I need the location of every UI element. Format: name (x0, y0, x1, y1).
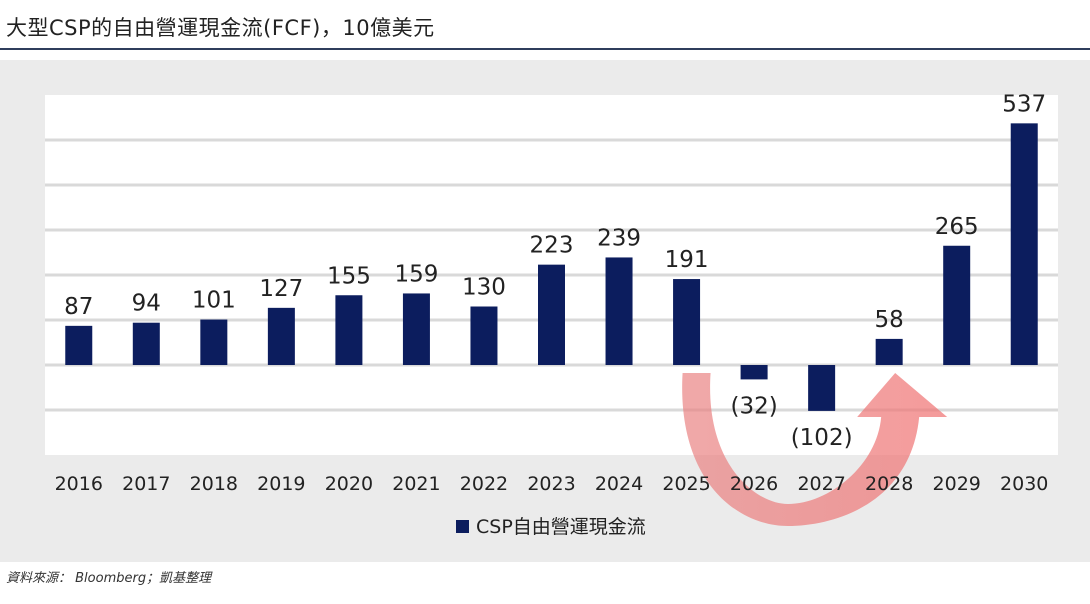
chart-title: 大型CSP的自由營運現金流(FCF)，10億美元 (6, 16, 435, 40)
data-label-2023: 223 (530, 233, 574, 259)
bar-2029 (943, 245, 971, 365)
data-label-2027: (102) (791, 425, 853, 451)
bar-2019 (267, 307, 295, 365)
bars (65, 123, 1038, 411)
curved-arrow (682, 373, 948, 526)
data-label-2028: 58 (875, 307, 904, 333)
bar-2022 (470, 306, 498, 365)
legend-swatch (456, 520, 469, 533)
data-label-2016: 87 (64, 294, 93, 320)
bar-2024 (605, 257, 633, 365)
data-label-2019: 127 (259, 276, 303, 302)
tick-label-2025: 2025 (662, 473, 710, 495)
tick-label-2020: 2020 (325, 473, 373, 495)
data-label-2021: 159 (394, 261, 438, 287)
tick-label-2022: 2022 (460, 473, 508, 495)
tick-label-2018: 2018 (190, 473, 238, 495)
data-label-2018: 101 (192, 288, 236, 314)
bar-2023 (538, 264, 565, 365)
data-labels: 87 94 101 127 155 159 130 223 239 191 (32) (102) 58 2… (64, 91, 1046, 451)
tick-label-2026: 2026 (730, 473, 778, 495)
data-label-2024: 239 (597, 225, 641, 251)
bar-2017 (132, 322, 160, 365)
tick-label-2024: 2024 (595, 473, 643, 495)
data-label-2025: 191 (665, 247, 709, 273)
tick-label-2021: 2021 (392, 473, 440, 495)
data-label-2017: 94 (132, 291, 161, 317)
tick-label-2028: 2028 (865, 473, 913, 495)
bar-2020 (335, 295, 363, 365)
trend-arrow (682, 373, 948, 526)
data-label-2022: 130 (462, 275, 506, 301)
data-label-2029: 265 (935, 214, 979, 240)
bar-2016 (65, 325, 93, 365)
data-label-2026: (32) (730, 393, 777, 419)
bar-2021 (402, 293, 430, 365)
bar-2026 (740, 365, 768, 380)
data-label-2020: 155 (327, 263, 371, 289)
tick-label-2019: 2019 (257, 473, 305, 495)
tick-label-2016: 2016 (55, 473, 103, 495)
data-label-2030: 537 (1002, 91, 1046, 117)
bar-2025 (673, 279, 701, 365)
x-axis-ticks: 2016 2017 2018 2019 2020 2021 2022 2023 2024 2025… (55, 473, 1049, 495)
bar-2027 (808, 365, 836, 411)
bar-2018 (200, 319, 228, 365)
legend-label: CSP自由營運現金流 (476, 516, 646, 538)
tick-label-2023: 2023 (527, 473, 575, 495)
title-divider (0, 48, 1090, 50)
tick-label-2029: 2029 (933, 473, 981, 495)
bar-2030 (1010, 123, 1038, 365)
legend: CSP自由營運現金流 (456, 516, 646, 538)
tick-label-2030: 2030 (1000, 473, 1048, 495)
source-note: 資料來源： Bloomberg；凱基整理 (6, 571, 212, 586)
bar-2028 (875, 338, 903, 365)
tick-label-2017: 2017 (122, 473, 170, 495)
tick-label-2027: 2027 (797, 473, 845, 495)
